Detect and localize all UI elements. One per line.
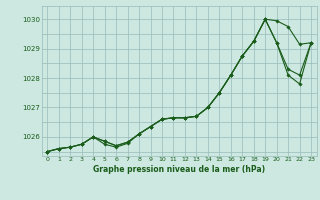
X-axis label: Graphe pression niveau de la mer (hPa): Graphe pression niveau de la mer (hPa)	[93, 165, 265, 174]
